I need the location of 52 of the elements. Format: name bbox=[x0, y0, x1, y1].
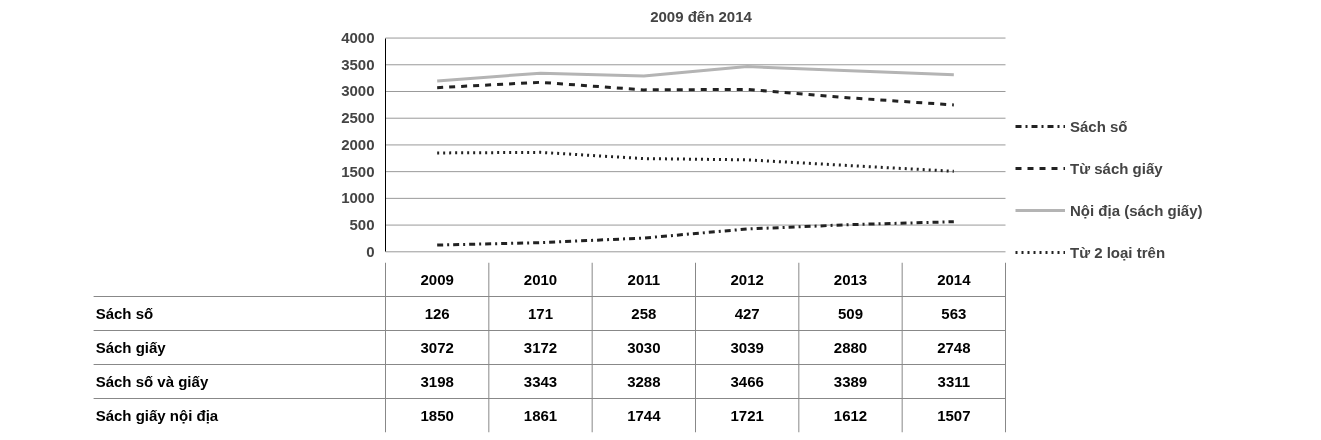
text: Sách giấy nội địa bbox=[95, 407, 219, 424]
legend-label: Từ sách giấy bbox=[1070, 159, 1164, 177]
data-label: 1721 bbox=[730, 406, 764, 424]
data-label: 3030 bbox=[627, 338, 661, 356]
y-tick-label: 2000 bbox=[341, 135, 375, 153]
x-tick-label: 2013 bbox=[833, 270, 868, 288]
y-tick-label: 500 bbox=[349, 216, 375, 234]
line-series bbox=[435, 65, 956, 83]
line-series bbox=[435, 220, 956, 247]
data-label: 2748 bbox=[937, 338, 971, 356]
data-label: 427 bbox=[734, 304, 760, 322]
data-label: 3172 bbox=[523, 338, 558, 356]
data-label: 1861 bbox=[523, 406, 558, 424]
y-tick-label: 3000 bbox=[341, 82, 375, 100]
data-label: 1612 bbox=[833, 406, 868, 424]
y-tick-label: 1000 bbox=[341, 189, 375, 207]
x-tick-label: 2014 bbox=[937, 270, 972, 288]
data-label: 1507 bbox=[937, 406, 971, 424]
text: Sách số bbox=[95, 305, 154, 322]
y-tick-label: 4000 bbox=[341, 29, 375, 47]
data-label: 3039 bbox=[730, 338, 764, 356]
y-tick-label: 1500 bbox=[341, 162, 375, 180]
line-series bbox=[435, 150, 956, 173]
line-series bbox=[435, 80, 956, 107]
data-label: 3466 bbox=[730, 372, 764, 390]
legend-label: Từ 2 loại trên bbox=[1070, 243, 1167, 261]
data-label: 3389 bbox=[833, 372, 868, 390]
text: Sách số và giấy bbox=[95, 373, 209, 390]
data-label: 3288 bbox=[627, 372, 661, 390]
x-tick-label: 2011 bbox=[627, 270, 661, 288]
data-label: 1850 bbox=[420, 406, 454, 424]
text: Sách giấy bbox=[95, 339, 167, 356]
x-tick-label: 2012 bbox=[730, 270, 764, 288]
data-label: 2880 bbox=[833, 338, 868, 356]
data-label: 509 bbox=[837, 304, 864, 322]
legend-label: Nội địa (sách giấy) bbox=[1070, 201, 1204, 219]
chart-title: 2009 đến 2014 bbox=[650, 7, 753, 25]
data-label: 171 bbox=[527, 304, 554, 322]
data-label: 3311 bbox=[937, 372, 971, 390]
x-tick-label: 2009 bbox=[420, 270, 454, 288]
legend-label: Sách số bbox=[1070, 117, 1129, 135]
data-label: 3343 bbox=[523, 372, 558, 390]
x-tick-label: 2010 bbox=[523, 270, 558, 288]
data-label: 3072 bbox=[420, 338, 454, 356]
y-tick-label: 0 bbox=[366, 242, 375, 260]
data-label: 1744 bbox=[627, 406, 662, 424]
y-tick-label: 3500 bbox=[341, 55, 375, 73]
data-label: 3198 bbox=[420, 372, 454, 390]
data-label: 258 bbox=[631, 304, 657, 322]
y-tick-label: 2500 bbox=[341, 109, 375, 127]
data-label: 126 bbox=[424, 304, 450, 322]
data-label: 563 bbox=[941, 304, 967, 322]
